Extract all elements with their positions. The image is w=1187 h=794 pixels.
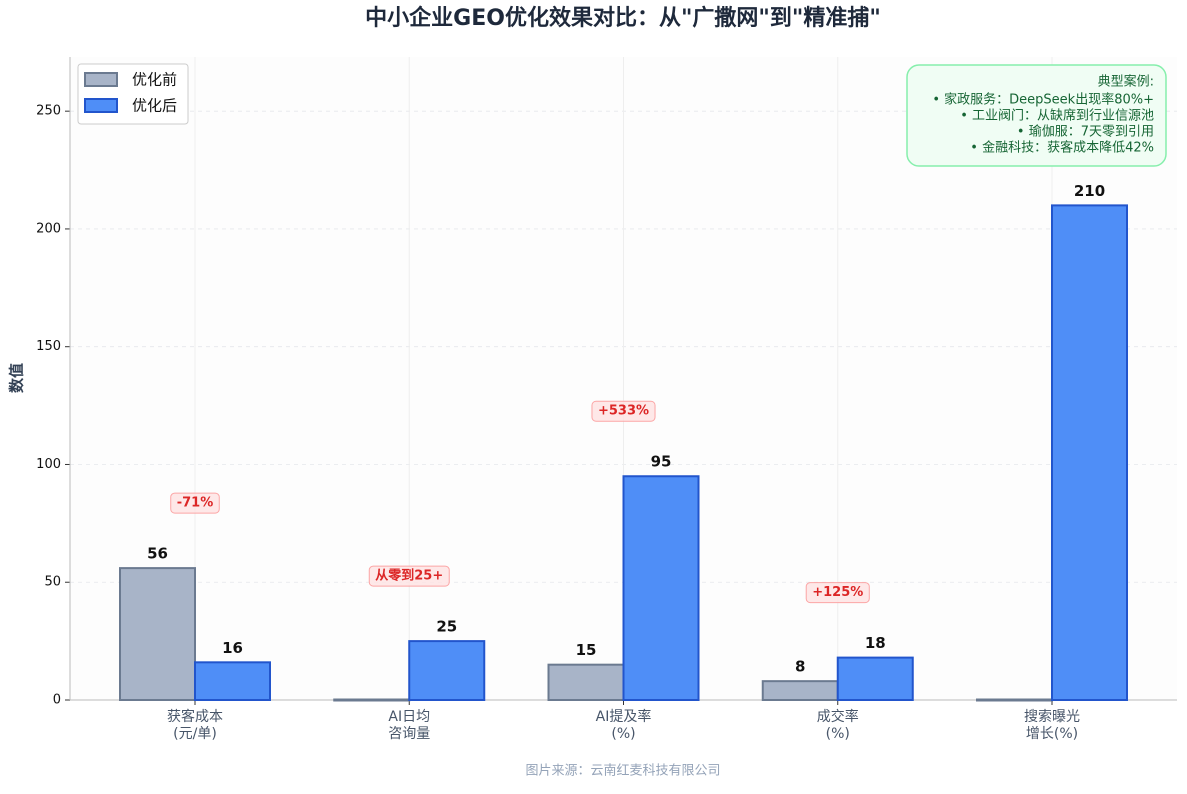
x-tick-label-line: 增长(%): [1026, 726, 1078, 742]
annotation-box: [805, 582, 870, 604]
legend-swatch: [84, 72, 118, 87]
value-label: 210: [1074, 182, 1105, 200]
legend-swatch: [84, 98, 118, 113]
annotation: -71%: [170, 492, 220, 514]
case-box-frame: [906, 64, 1167, 167]
case-box-title: 典型案例:: [1098, 75, 1154, 90]
y-tick-label: 150: [36, 339, 61, 354]
bar: [1051, 204, 1128, 701]
annotation-box: [591, 400, 656, 422]
value-label: 16: [222, 639, 243, 657]
legend-label: 优化前: [132, 71, 177, 89]
x-tick-label-line: AI日均: [388, 709, 430, 725]
value-label: 95: [651, 453, 672, 471]
annotation-text: +533%: [598, 404, 649, 419]
bar: [408, 640, 486, 701]
bar: [761, 680, 839, 702]
y-tick-label: 0: [53, 693, 61, 708]
x-tick-label: AI日均咨询量: [388, 709, 430, 742]
bar: [976, 698, 1053, 702]
annotation: +125%: [805, 582, 870, 604]
value-label: 15: [576, 641, 597, 659]
x-tick-label-line: (%): [611, 726, 635, 742]
x-tick-label-line: 咨询量: [388, 726, 430, 742]
bar: [622, 475, 700, 701]
annotation-box: [368, 565, 450, 587]
annotation-box: [170, 492, 220, 514]
x-tick-label: 成交率(%): [817, 708, 859, 742]
case-box-line: • 工业阀门：从缺席到行业信源池: [960, 108, 1154, 124]
value-label: 18: [865, 634, 886, 652]
x-tick-label-line: (元/单): [173, 726, 217, 742]
y-tick-label: 100: [36, 457, 61, 472]
x-tick-label: 获客成本(元/单): [167, 708, 223, 742]
case-box-line: • 家政服务：DeepSeek出现率80%+: [932, 92, 1154, 108]
x-tick-label: AI提及率(%): [596, 708, 652, 742]
y-tick-label: 250: [36, 104, 61, 119]
y-tick-label: 50: [44, 575, 61, 590]
value-label: 56: [147, 545, 168, 563]
annotation-text: +125%: [812, 585, 863, 600]
annotation: 从零到25+: [368, 565, 450, 587]
annotation-text: -71%: [177, 496, 214, 511]
case-box-line: • 金融科技：获客成本降低42%: [970, 140, 1154, 156]
x-tick-label-line: AI提及率: [596, 708, 652, 725]
y-axis-label: 数值: [8, 363, 26, 393]
annotation-text: 从零到25+: [375, 569, 443, 584]
x-tick-label-line: 获客成本: [167, 708, 223, 725]
case-box: 典型案例: • 家政服务：DeepSeek出现率80%+• 工业阀门：从缺席到行业…: [906, 64, 1167, 167]
bar: [547, 663, 625, 702]
y-tick-label: 200: [36, 221, 61, 236]
bar: [333, 698, 411, 702]
x-tick-label: 搜索曝光增长(%): [1024, 708, 1080, 742]
case-box-line: • 瑜伽服：7天零到引用: [1017, 125, 1154, 140]
x-tick-label-line: 成交率: [817, 708, 859, 725]
x-tick-label-line: (%): [826, 726, 850, 742]
chart-title: 中小企业GEO优化效果对比：从"广撒网"到"精准捕": [365, 5, 881, 31]
bar: [119, 567, 196, 701]
value-label: 25: [436, 618, 457, 636]
legend-label: 优化后: [132, 97, 177, 115]
bar: [194, 661, 271, 701]
bar: [836, 656, 914, 701]
x-tick-label-line: 搜索曝光: [1024, 708, 1080, 725]
source-note: 图片来源：云南红麦科技有限公司: [525, 763, 720, 779]
annotation: +533%: [591, 400, 656, 422]
value-label: 8: [795, 658, 805, 676]
